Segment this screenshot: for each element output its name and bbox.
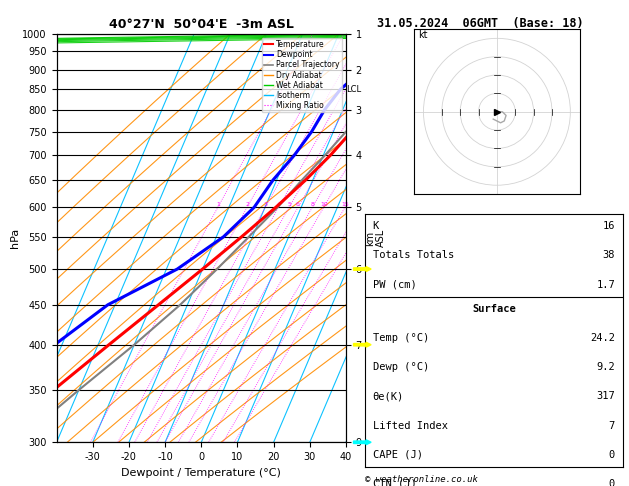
Text: LCL: LCL [346,85,361,94]
Text: 16: 16 [603,222,615,231]
Text: 24.2: 24.2 [590,333,615,343]
Text: PW (cm): PW (cm) [372,279,416,290]
Text: 7: 7 [609,420,615,431]
Text: CAPE (J): CAPE (J) [372,450,423,460]
Text: 0: 0 [609,450,615,460]
Legend: Temperature, Dewpoint, Parcel Trajectory, Dry Adiabat, Wet Adiabat, Isotherm, Mi: Temperature, Dewpoint, Parcel Trajectory… [262,38,342,112]
Text: K: K [372,222,379,231]
Text: kt: kt [418,30,428,40]
Text: 0: 0 [609,479,615,486]
Text: Surface: Surface [472,304,516,314]
Text: θe(K): θe(K) [372,391,404,401]
Text: 9.2: 9.2 [596,363,615,372]
Text: Totals Totals: Totals Totals [372,250,454,260]
Text: 10: 10 [320,202,328,207]
Text: 317: 317 [596,391,615,401]
Text: 1.7: 1.7 [596,279,615,290]
Y-axis label: km
ASL: km ASL [365,229,386,247]
Text: 4: 4 [277,202,281,207]
Text: Dewp (°C): Dewp (°C) [372,363,429,372]
Text: CIN (J): CIN (J) [372,479,416,486]
Y-axis label: hPa: hPa [9,228,19,248]
Text: 38: 38 [603,250,615,260]
X-axis label: Dewpoint / Temperature (°C): Dewpoint / Temperature (°C) [121,468,281,478]
Text: Temp (°C): Temp (°C) [372,333,429,343]
Text: 6: 6 [296,202,300,207]
Text: 31.05.2024  06GMT  (Base: 18): 31.05.2024 06GMT (Base: 18) [377,17,584,30]
Text: 3: 3 [264,202,267,207]
Text: 2: 2 [245,202,249,207]
Text: 5: 5 [287,202,291,207]
Text: Lifted Index: Lifted Index [372,420,448,431]
Text: 15: 15 [341,202,349,207]
Title: 40°27'N  50°04'E  -3m ASL: 40°27'N 50°04'E -3m ASL [109,18,294,32]
Text: 1: 1 [216,202,220,207]
Text: 8: 8 [311,202,314,207]
Text: © weatheronline.co.uk: © weatheronline.co.uk [365,474,477,484]
